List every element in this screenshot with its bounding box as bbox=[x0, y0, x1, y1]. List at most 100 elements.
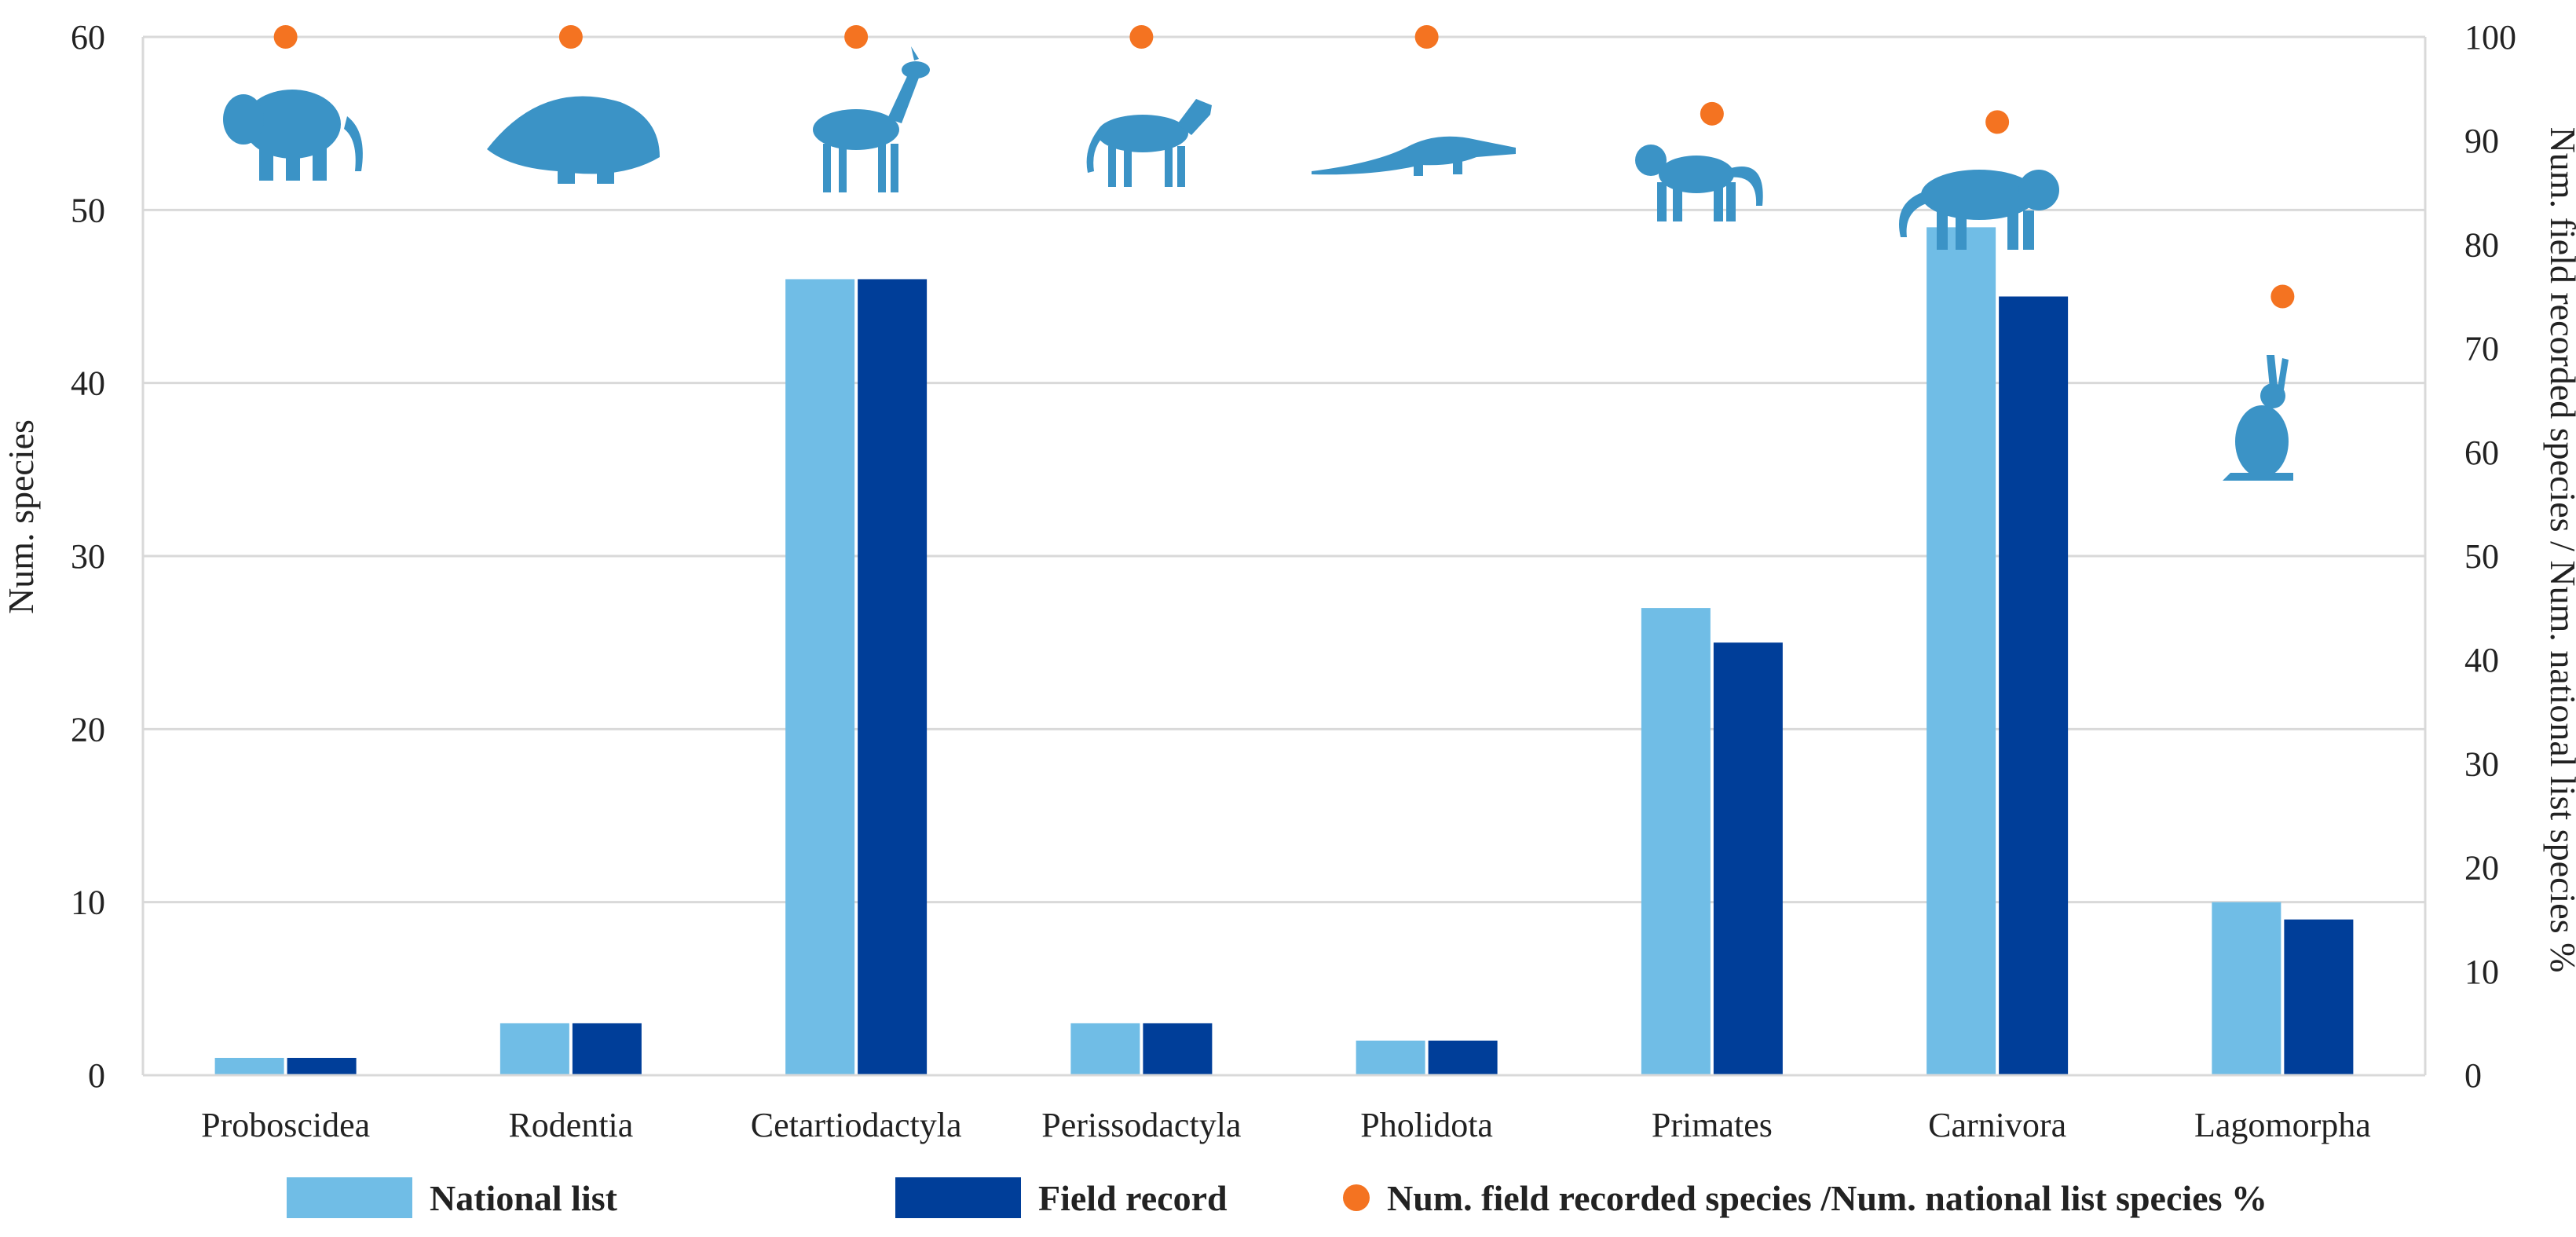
hare-part-4 bbox=[2223, 473, 2293, 481]
big-cat-part-0 bbox=[1921, 170, 2037, 220]
y-tick-label-60: 60 bbox=[71, 18, 105, 57]
elephant-icon bbox=[223, 90, 363, 181]
horse-part-5 bbox=[1165, 146, 1173, 187]
horse-part-4 bbox=[1124, 146, 1132, 187]
horse-part-1 bbox=[1177, 99, 1212, 135]
ratio-dot-lagomorpha bbox=[2270, 284, 2295, 309]
anteater-icon bbox=[1312, 136, 1516, 176]
legend-item-ratio: Num. field recorded species /Num. nation… bbox=[1343, 1170, 2267, 1225]
monkey-part-1 bbox=[1635, 145, 1667, 176]
legend-swatch-field-record bbox=[895, 1177, 1021, 1218]
category-label-perissodactyla: Perissodactyla bbox=[1041, 1106, 1241, 1144]
bar-national-list-cetartiodactyla bbox=[785, 279, 855, 1075]
hare-part-3 bbox=[2278, 358, 2289, 390]
monkey-part-5 bbox=[1714, 182, 1723, 221]
y-tick-label-20: 20 bbox=[71, 710, 105, 748]
horse-icon bbox=[1086, 99, 1212, 187]
hare-part-2 bbox=[2267, 355, 2278, 388]
horse-part-2 bbox=[1086, 129, 1103, 173]
y2-tick-label-60: 60 bbox=[2464, 434, 2499, 472]
anteater-part-2 bbox=[1453, 156, 1462, 174]
category-label-proboscidea: Proboscidea bbox=[201, 1106, 370, 1144]
deer-part-1 bbox=[887, 75, 919, 123]
bar-national-list-primates bbox=[1641, 608, 1711, 1075]
legend-swatch-national-list bbox=[287, 1177, 412, 1218]
deer-part-3 bbox=[911, 46, 919, 60]
y2-tick-label-0: 0 bbox=[2464, 1056, 2482, 1095]
bar-field-record-proboscidea bbox=[287, 1057, 357, 1075]
big-cat-part-4 bbox=[1956, 210, 1967, 250]
y-tick-label-10: 10 bbox=[71, 884, 105, 922]
big-cat-part-3 bbox=[1937, 210, 1948, 250]
bar-field-record-primates bbox=[1713, 642, 1783, 1075]
deer-part-7 bbox=[891, 144, 898, 192]
legend: National list Field record Num. field re… bbox=[0, 1170, 2576, 1233]
deer-part-6 bbox=[878, 144, 886, 192]
hare-icon bbox=[2223, 355, 2293, 481]
bar-field-record-perissodactyla bbox=[1143, 1023, 1213, 1075]
y-tick-label-0: 0 bbox=[88, 1056, 105, 1095]
legend-label-national-list: National list bbox=[430, 1177, 617, 1218]
hare-part-0 bbox=[2235, 405, 2289, 478]
bars bbox=[214, 227, 2354, 1075]
y2-tick-label-20: 20 bbox=[2464, 849, 2499, 887]
bar-field-record-carnivora bbox=[1999, 296, 2069, 1075]
ratio-dots bbox=[273, 25, 2295, 309]
y-tick-label-50: 50 bbox=[71, 191, 105, 229]
category-label-pholidota: Pholidota bbox=[1360, 1106, 1493, 1144]
pangolin-part-1 bbox=[558, 165, 575, 184]
bar-national-list-lagomorpha bbox=[2212, 902, 2281, 1075]
elephant-part-1 bbox=[223, 94, 264, 145]
ratio-dot-carnivora bbox=[1985, 110, 2010, 134]
pangolin-icon bbox=[487, 96, 660, 184]
left-axis-ticks: 0 10 20 30 40 50 60 bbox=[71, 18, 105, 1095]
monkey-icon bbox=[1635, 145, 1763, 221]
y2-tick-label-40: 40 bbox=[2464, 641, 2499, 679]
gridlines bbox=[143, 35, 2425, 904]
y2-tick-label-70: 70 bbox=[2464, 330, 2499, 368]
y-tick-label-40: 40 bbox=[71, 364, 105, 403]
big-cat-icon bbox=[1899, 170, 2059, 250]
elephant-part-0 bbox=[243, 90, 341, 159]
elephant-part-3 bbox=[286, 146, 300, 181]
elephant-part-5 bbox=[344, 116, 363, 171]
deer-part-4 bbox=[823, 144, 831, 192]
monkey-part-2 bbox=[1729, 167, 1763, 206]
ratio-dot-cetartiodactyla bbox=[844, 25, 869, 49]
big-cat-part-5 bbox=[2007, 210, 2018, 250]
big-cat-part-1 bbox=[2018, 170, 2059, 210]
horse-part-3 bbox=[1108, 146, 1116, 187]
y2-tick-label-100: 100 bbox=[2464, 18, 2516, 57]
legend-dot-ratio bbox=[1343, 1184, 1370, 1211]
big-cat-part-6 bbox=[2023, 210, 2034, 250]
y2-tick-label-90: 90 bbox=[2464, 122, 2499, 160]
deer-part-0 bbox=[813, 109, 899, 150]
deer-icon bbox=[813, 46, 930, 192]
category-label-primates: Primates bbox=[1652, 1106, 1773, 1144]
legend-item-national-list: National list bbox=[287, 1170, 617, 1225]
big-cat-part-2 bbox=[1899, 192, 1929, 237]
category-label-carnivora: Carnivora bbox=[1928, 1106, 2066, 1144]
right-axis-ticks: 0 10 20 30 40 50 60 70 80 90 100 bbox=[2464, 18, 2516, 1095]
y-axis-title: Num. species bbox=[1, 419, 41, 614]
y2-tick-label-80: 80 bbox=[2464, 225, 2499, 264]
deer-part-5 bbox=[839, 144, 847, 192]
legend-label-ratio: Num. field recorded species /Num. nation… bbox=[1387, 1177, 2267, 1218]
y2-tick-label-50: 50 bbox=[2464, 537, 2499, 576]
category-labels: Proboscidea Rodentia Cetartiodactyla Periss… bbox=[201, 1106, 2371, 1144]
bar-national-list-rodentia bbox=[499, 1023, 569, 1075]
hare-part-1 bbox=[2260, 383, 2285, 408]
axes bbox=[141, 37, 2427, 1077]
ratio-dot-pholidota bbox=[1414, 25, 1439, 49]
animal-silhouettes bbox=[223, 46, 2293, 481]
monkey-part-3 bbox=[1657, 182, 1667, 221]
pangolin-part-2 bbox=[597, 165, 614, 184]
ratio-dot-perissodactyla bbox=[1129, 25, 1154, 49]
legend-item-field-record: Field record bbox=[895, 1170, 1228, 1225]
elephant-part-4 bbox=[313, 146, 327, 181]
monkey-part-6 bbox=[1726, 182, 1736, 221]
category-label-rodentia: Rodentia bbox=[508, 1106, 633, 1144]
ratio-dot-primates bbox=[1700, 101, 1724, 126]
y-tick-label-30: 30 bbox=[71, 537, 105, 576]
